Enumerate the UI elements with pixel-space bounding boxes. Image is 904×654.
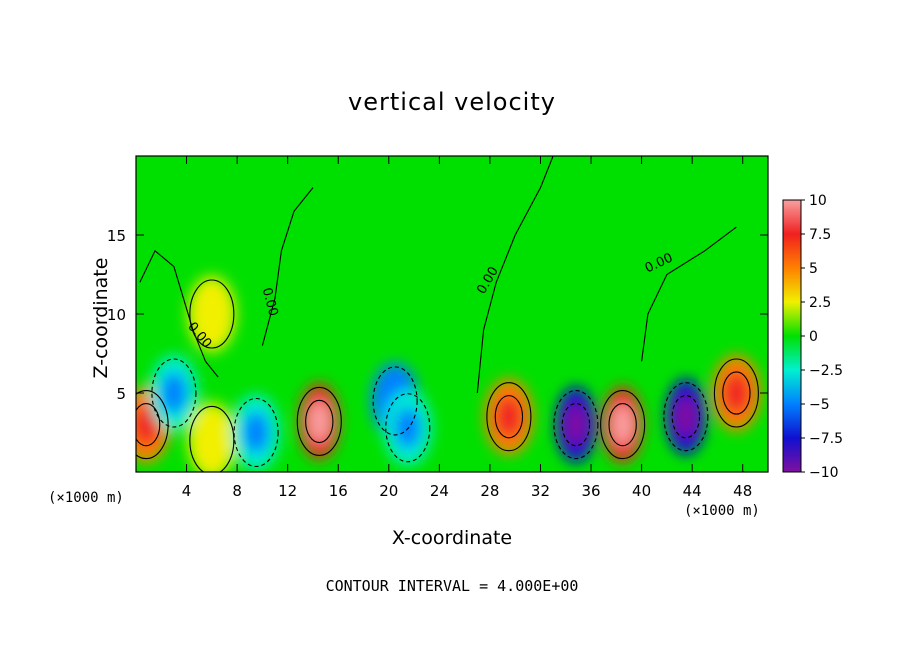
x-axis-label: X-coordinate (391, 527, 513, 549)
contour-12-0 (713, 358, 759, 428)
field-core-12 (723, 372, 750, 414)
contour-interval-note: CONTOUR INTERVAL = 4.000E+00 (325, 577, 579, 595)
colorbar-label-6: −5 (809, 397, 830, 413)
contour-2-0 (189, 279, 235, 349)
field-core-11 (674, 395, 697, 438)
contour-10-1 (608, 402, 637, 447)
field-core-0 (136, 403, 160, 446)
zero-contour-1 (261, 187, 314, 346)
x-unit-right: (×1000 m) (684, 503, 760, 519)
colorbar (782, 199, 802, 473)
contour-1-0 (151, 358, 197, 428)
contour-6-0 (372, 366, 418, 436)
contour-9-1 (561, 402, 591, 447)
field-anomaly-12 (712, 355, 761, 431)
x-tick-label-6: 28 (480, 482, 499, 500)
field-core-10 (611, 403, 634, 446)
colorbar-label-3: 2.5 (809, 295, 831, 311)
contour-5-1 (305, 399, 334, 444)
colorbar-label-7: −7.5 (809, 431, 843, 447)
contour-0-0 (136, 390, 169, 460)
field-anomaly-8 (484, 378, 533, 455)
contour-11-1 (671, 395, 701, 439)
field-core-1 (160, 372, 188, 414)
contour-9-0 (553, 390, 599, 460)
y-axis-label: Z-coordinate (90, 257, 112, 379)
field-anomaly-0 (136, 386, 171, 463)
contour-7-0 (385, 393, 431, 463)
field-core-5 (308, 400, 331, 443)
contour-label-2: 0.00 (474, 264, 501, 297)
field-anomaly-5 (299, 383, 340, 460)
contour-0-1 (136, 402, 161, 447)
field-core-4 (242, 411, 270, 454)
x-tick-label-2: 12 (278, 482, 297, 500)
field-core-8 (495, 395, 523, 438)
field-core-2 (198, 293, 226, 335)
x-tick-label-4: 20 (379, 482, 398, 500)
colorbar-label-0: 10 (809, 193, 827, 209)
x-tick-label-1: 8 (232, 482, 242, 500)
contour-label-3: 0.00 (643, 251, 676, 277)
x-tick-label-11: 48 (733, 482, 752, 500)
contour-8-0 (486, 382, 532, 452)
field-anomaly-3 (187, 402, 236, 472)
field-anomaly-2 (187, 276, 236, 352)
contour-10-0 (600, 390, 646, 460)
zero-contour-0 (139, 249, 219, 378)
contour-4-0 (233, 397, 279, 468)
field-anomaly-11 (665, 378, 706, 455)
field-anomaly-6 (371, 362, 420, 439)
colorbar-label-5: −2.5 (809, 363, 843, 379)
field-core-7 (394, 406, 421, 449)
colorbar-label-4: 0 (809, 329, 818, 345)
x-tick-label-5: 24 (430, 482, 449, 500)
plot-frame (135, 155, 769, 473)
field-anomaly-4 (232, 394, 281, 471)
x-tick-label-3: 16 (329, 482, 348, 500)
field-background (136, 156, 768, 472)
field-core-9 (564, 403, 587, 446)
field-anomaly-10 (602, 386, 643, 463)
field-core-6 (381, 380, 409, 422)
field-anomaly-1 (149, 355, 198, 431)
x-tick-label-8: 36 (581, 482, 600, 500)
colorbar-label-8: −10 (809, 465, 839, 481)
zero-contour-3 (641, 226, 737, 362)
x-tick-label-10: 44 (683, 482, 702, 500)
chart-title: vertical velocity (348, 88, 556, 116)
x-unit-left: (×1000 m) (48, 490, 124, 506)
contour-11-0 (663, 382, 709, 452)
x-tick-label-0: 4 (182, 482, 192, 500)
contour-label-0: 0.00 (184, 320, 214, 352)
contour-3-0 (189, 405, 235, 472)
x-tick-label-7: 32 (531, 482, 550, 500)
field-core-3 (198, 419, 226, 462)
field-anomaly-7 (383, 389, 432, 466)
y-tick-label-0: 5 (116, 385, 126, 403)
field-anomaly-9 (555, 386, 596, 463)
colorbar-label-2: 5 (809, 261, 818, 277)
contour-8-1 (494, 395, 524, 439)
contour-label-1: 0.00 (259, 286, 281, 318)
contour-12-1 (722, 371, 751, 415)
zero-contour-2 (476, 156, 554, 394)
contour-5-0 (296, 386, 342, 456)
x-tick-label-9: 40 (632, 482, 651, 500)
colorbar-label-1: 7.5 (809, 227, 831, 243)
